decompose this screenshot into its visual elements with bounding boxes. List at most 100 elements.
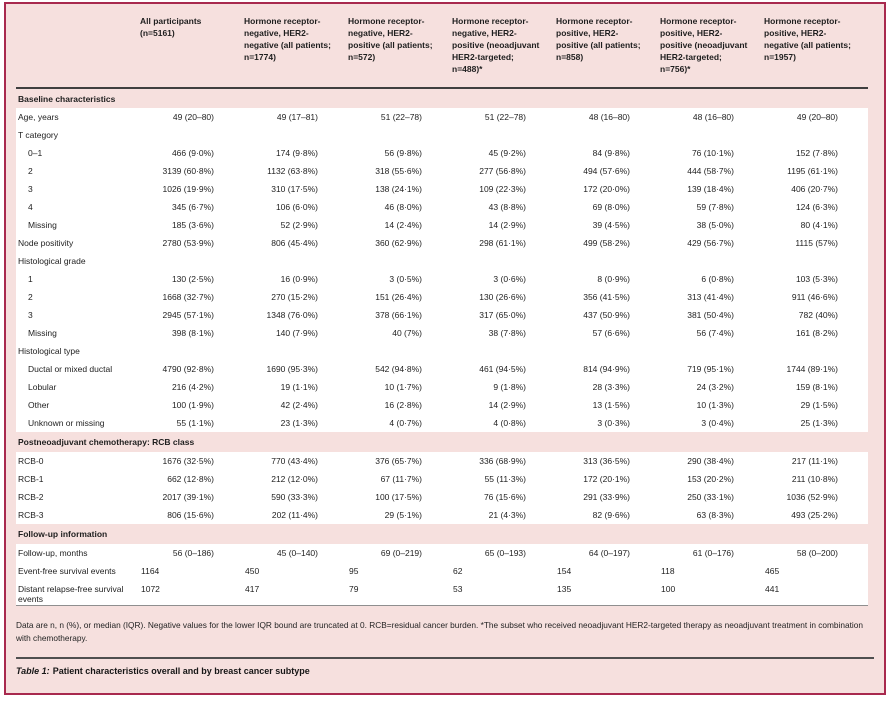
cell-value: 13 (1·5%) [556,396,660,414]
cell-value: 55 (11·3%) [452,470,556,488]
table1-panel: All participants (n=5161) Hormone recepto… [4,2,886,695]
cell-value [140,252,244,270]
row-label: Event-free survival events [16,562,140,580]
cell-value: 130 (26·6%) [452,288,556,306]
row-label: RCB-2 [16,488,140,506]
cell-value: 63 (8·3%) [660,506,764,524]
cell-value: 10 (1·3%) [660,396,764,414]
cell-value: 1690 (95·3%) [244,360,348,378]
section-title: Follow-up information [16,524,868,544]
row-label: 1 [16,270,140,288]
column-header: Hormone receptor-positive, HER2-positive… [660,10,764,89]
cell-value [348,252,452,270]
cell-value: 356 (41·5%) [556,288,660,306]
cell-value: 444 (58·7%) [660,162,764,180]
row-label: Other [16,396,140,414]
cell-value [764,126,868,144]
cell-value: 466 (9·0%) [140,144,244,162]
row-label: Age, years [16,108,140,126]
cell-value: 57 (6·6%) [556,324,660,342]
table-row: RCB-3 806 (15·6%) 202 (11·4%) 29 (5·1%) 21 (… [16,506,868,524]
cell-value: 79 [348,580,452,606]
cell-value: 16 (0·9%) [244,270,348,288]
cell-value: 3139 (60·8%) [140,162,244,180]
cell-value: 100 [660,580,764,606]
cell-value: 291 (33·9%) [556,488,660,506]
cell-value: 806 (15·6%) [140,506,244,524]
row-label-column-header [16,10,140,89]
cell-value: 140 (7·9%) [244,324,348,342]
cell-value [556,252,660,270]
cell-value: 911 (46·6%) [764,288,868,306]
row-label: 0–1 [16,144,140,162]
cell-value: 49 (17–81) [244,108,348,126]
cell-value: 161 (8·2%) [764,324,868,342]
row-label: Histological type [16,342,140,360]
cell-value: 109 (22·3%) [452,180,556,198]
table-caption: Table 1: Patient characteristics overall … [16,666,874,676]
cell-value: 360 (62·9%) [348,234,452,252]
cell-value: 450 [244,562,348,580]
cell-value: 118 [660,562,764,580]
cell-value: 1132 (63·8%) [244,162,348,180]
cell-value: 441 [764,580,868,606]
cell-value: 159 (8·1%) [764,378,868,396]
section-title: Baseline characteristics [16,88,868,108]
cell-value: 38 (7·8%) [452,324,556,342]
row-label: 3 [16,306,140,324]
cell-value: 345 (6·7%) [140,198,244,216]
table-row: Event-free survival events 1164 450 95 62 154… [16,562,868,580]
cell-value: 100 (17·5%) [348,488,452,506]
cell-value: 100 (1·9%) [140,396,244,414]
cell-value: 69 (8·0%) [556,198,660,216]
row-label: Missing [16,324,140,342]
cell-value: 25 (1·3%) [764,414,868,432]
cell-value [348,126,452,144]
cell-value: 28 (3·3%) [556,378,660,396]
column-header-row: All participants (n=5161) Hormone recepto… [16,10,868,89]
table-body: Baseline characteristics Age, years 49 (20… [16,88,868,606]
cell-value: 21 (4·3%) [452,506,556,524]
cell-value [348,342,452,360]
cell-value: 42 (2·4%) [244,396,348,414]
table-row: Distant relapse-free survival events 1072… [16,580,868,606]
table-row: Lobular 216 (4·2%) 19 (1·1%) 10 (1·7%) 9 (1·… [16,378,868,396]
table-row: 1 130 (2·5%) 16 (0·9%) 3 (0·5%) 3 (0·6%) 8 (0… [16,270,868,288]
table-row: RCB-1 662 (12·8%) 212 (12·0%) 67 (11·7%) 55 … [16,470,868,488]
cell-value: 662 (12·8%) [140,470,244,488]
cell-value: 336 (68·9%) [452,452,556,470]
table-footnote: Data are n, n (%), or median (IQR). Nega… [16,620,863,644]
caption-divider [16,656,874,659]
cell-value: 211 (10·8%) [764,470,868,488]
cell-value [244,252,348,270]
cell-value: 376 (65·7%) [348,452,452,470]
section-header-row: Follow-up information [16,524,868,544]
cell-value: 56 (9·8%) [348,144,452,162]
table-row: Histological grade [16,252,868,270]
table-row: Other 100 (1·9%) 42 (2·4%) 16 (2·8%) 14 (2·9… [16,396,868,414]
cell-value: 52 (2·9%) [244,216,348,234]
table-caption-title: Patient characteristics overall and by b… [52,665,310,676]
row-label: T category [16,126,140,144]
cell-value: 53 [452,580,556,606]
row-label: 3 [16,180,140,198]
section-header-row: Baseline characteristics [16,88,868,108]
cell-value: 1026 (19·9%) [140,180,244,198]
row-label: Histological grade [16,252,140,270]
cell-value: 2780 (53·9%) [140,234,244,252]
cell-value: 3 (0·3%) [556,414,660,432]
cell-value: 3 (0·6%) [452,270,556,288]
table-caption-number: Table 1: [16,665,50,676]
cell-value: 6 (0·8%) [660,270,764,288]
cell-value: 1115 (57%) [764,234,868,252]
cell-value: 398 (8·1%) [140,324,244,342]
cell-value: 202 (11·4%) [244,506,348,524]
table-row: 0–1 466 (9·0%) 174 (9·8%) 56 (9·8%) 45 (9·2%… [16,144,868,162]
cell-value [764,342,868,360]
cell-value: 62 [452,562,556,580]
cell-value: 8 (0·9%) [556,270,660,288]
cell-value: 3 (0·4%) [660,414,764,432]
row-label: RCB-1 [16,470,140,488]
row-label: Node positivity [16,234,140,252]
cell-value: 23 (1·3%) [244,414,348,432]
